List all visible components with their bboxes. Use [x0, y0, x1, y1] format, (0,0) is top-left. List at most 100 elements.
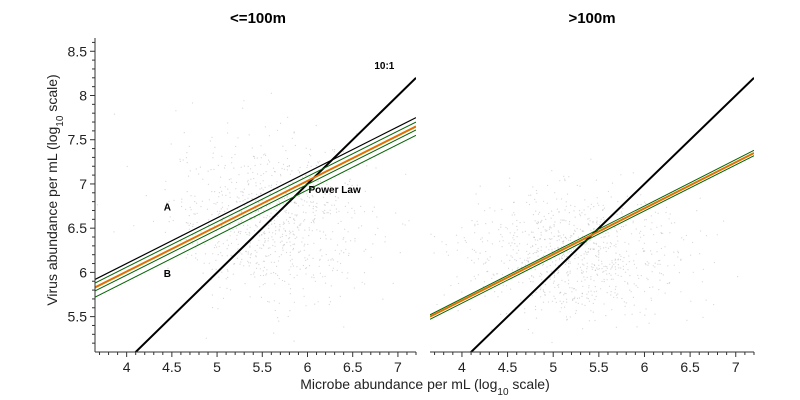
scatter-point: [229, 223, 231, 225]
scatter-point: [370, 256, 372, 258]
scatter-point: [563, 255, 566, 257]
scatter-point: [350, 187, 352, 189]
scatter-point: [521, 266, 523, 268]
scatter-point: [610, 268, 612, 270]
scatter-point: [247, 253, 249, 255]
scatter-point: [536, 222, 538, 224]
scatter-point: [483, 281, 486, 283]
scatter-point: [549, 264, 551, 267]
scatter-point: [595, 179, 598, 181]
scatter-point: [616, 230, 618, 232]
scatter-point: [329, 301, 332, 303]
scatter-point: [270, 253, 272, 256]
scatter-point: [237, 243, 239, 245]
scatter-point: [613, 245, 615, 247]
scatter-point: [347, 211, 349, 213]
scatter-point: [650, 215, 652, 217]
scatter-point: [270, 261, 272, 263]
scatter-point: [635, 228, 637, 230]
scatter-point: [351, 207, 353, 209]
scatter-point: [549, 278, 551, 280]
scatter-point: [315, 124, 317, 127]
scatter-point: [623, 301, 625, 303]
scatter-point: [358, 227, 360, 229]
scatter-point: [326, 183, 328, 185]
scatter-point: [273, 332, 275, 334]
scatter-point: [225, 194, 227, 196]
scatter-point: [263, 233, 266, 235]
scatter-point: [364, 190, 366, 192]
scatter-point: [168, 221, 170, 223]
scatter-point: [563, 234, 565, 236]
scatter-point: [597, 250, 599, 252]
scatter-point: [540, 231, 542, 234]
scatter-point: [611, 309, 613, 311]
scatter-point: [530, 231, 533, 233]
scatter-point: [231, 215, 233, 217]
scatter-point: [643, 201, 646, 203]
scatter-point: [596, 221, 598, 224]
scatter-point: [622, 265, 625, 267]
scatter-point: [348, 252, 350, 254]
scatter-point: [285, 212, 287, 214]
scatter-point: [547, 184, 549, 187]
scatter-point: [314, 214, 316, 216]
scatter-point: [516, 236, 518, 238]
scatter-point: [537, 239, 539, 241]
scatter-point: [520, 299, 522, 301]
scatter-point: [235, 200, 237, 202]
scatter-point: [640, 204, 642, 206]
scatter-point: [561, 257, 563, 259]
scatter-point: [535, 317, 538, 319]
scatter-point: [226, 208, 228, 210]
scatter-point: [611, 182, 614, 184]
scatter-point: [285, 188, 287, 190]
scatter-point: [508, 185, 511, 187]
scatter-point: [563, 253, 565, 255]
scatter-point: [612, 278, 614, 280]
scatter-point: [224, 186, 226, 188]
scatter-point: [310, 155, 312, 157]
scatter-point: [289, 254, 291, 256]
scatter-point: [534, 239, 536, 241]
scatter-point: [196, 221, 198, 224]
scatter-point: [221, 219, 223, 222]
scatter-point: [516, 245, 518, 247]
scatter-point: [218, 196, 220, 198]
scatter-point: [270, 184, 273, 186]
scatter-point: [584, 244, 586, 246]
scatter-point: [354, 192, 356, 194]
scatter-point: [191, 102, 194, 104]
scatter-point: [335, 208, 337, 210]
scatter-point: [249, 245, 251, 247]
scatter-point: [597, 274, 599, 276]
scatter-point: [635, 253, 637, 255]
scatter-point: [280, 122, 282, 124]
scatter-point: [554, 192, 556, 194]
scatter-point: [325, 238, 327, 240]
scatter-point: [617, 293, 619, 295]
scatter-point: [606, 266, 608, 268]
scatter-point: [652, 286, 654, 288]
scatter-point: [312, 274, 315, 276]
scatter-point: [559, 235, 561, 237]
scatter-point: [635, 285, 637, 287]
scatter-point: [561, 241, 564, 243]
scatter-point: [195, 247, 197, 249]
scatter-point: [581, 295, 583, 297]
scatter-point: [622, 226, 625, 228]
scatter-point: [230, 178, 232, 180]
scatter-point: [337, 197, 339, 199]
scatter-point: [187, 175, 190, 177]
scatter-point: [647, 279, 649, 281]
scatter-point: [335, 199, 337, 202]
scatter-point: [310, 221, 312, 224]
scatter-point: [195, 257, 197, 259]
scatter-point: [477, 223, 479, 225]
scatter-point: [574, 229, 576, 231]
scatter-point: [576, 268, 578, 270]
scatter-point: [643, 234, 645, 236]
scatter-point: [243, 188, 245, 190]
scatter-point: [254, 157, 256, 159]
